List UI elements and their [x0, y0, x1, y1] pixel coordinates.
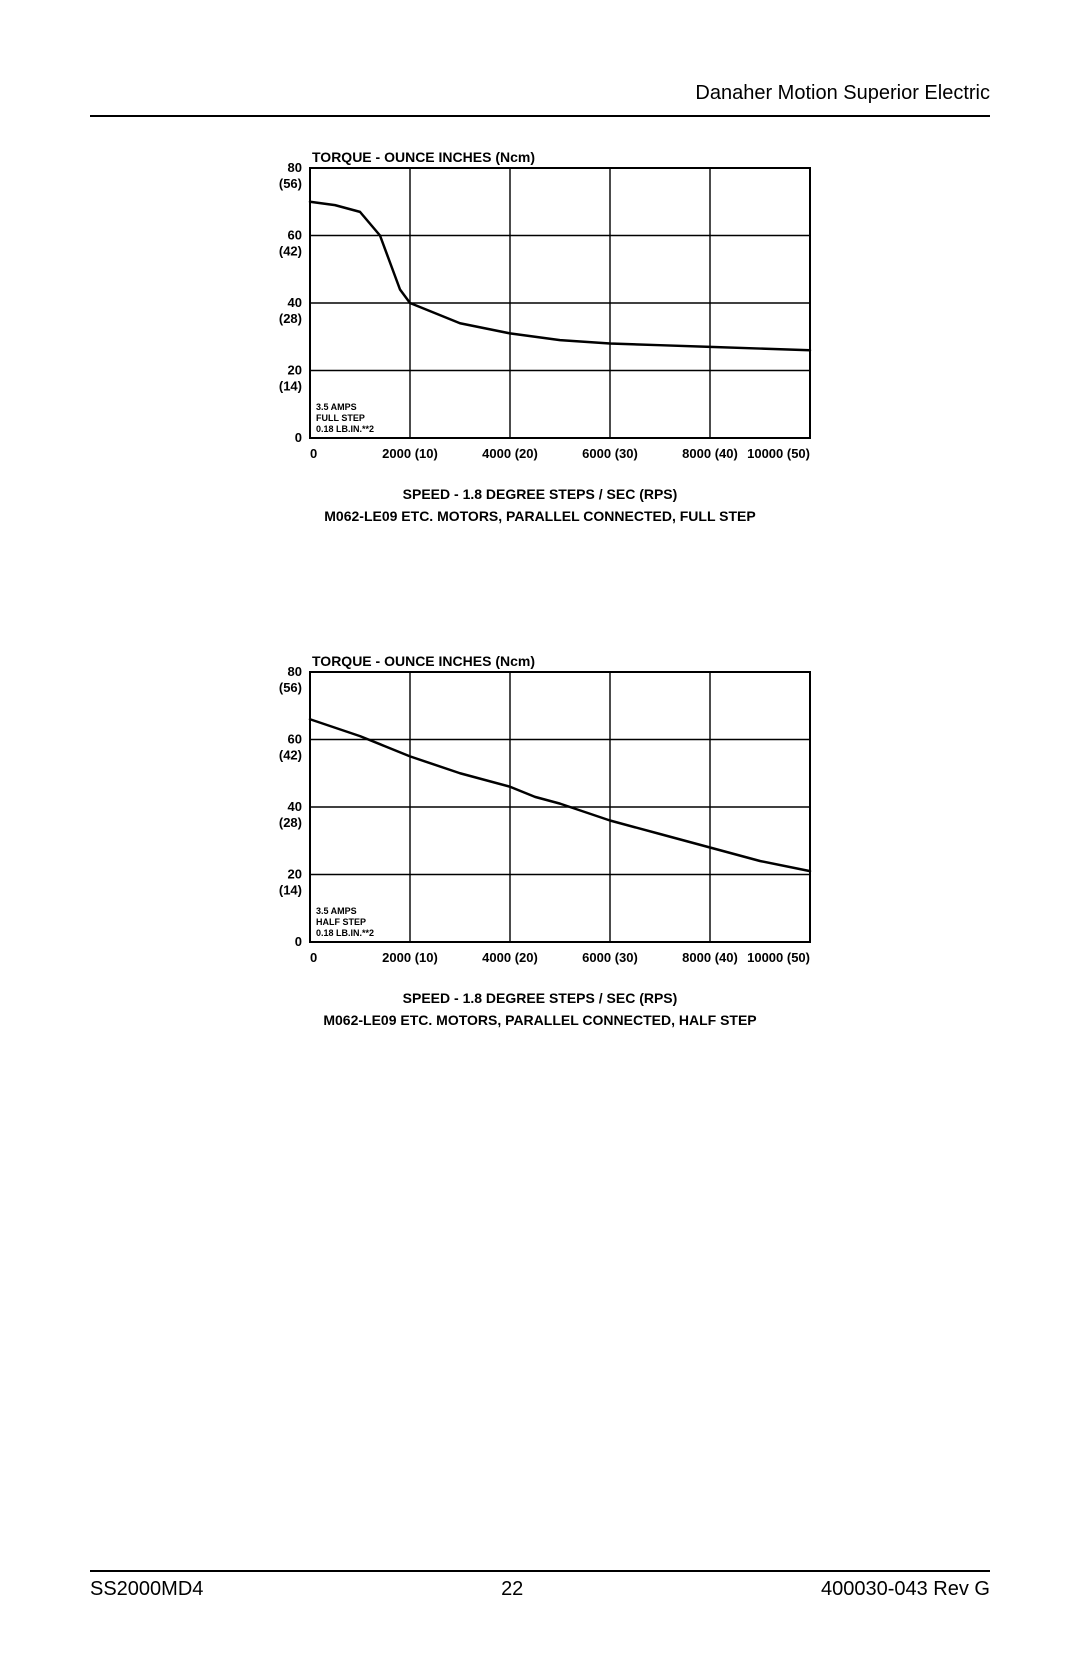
svg-text:HALF STEP: HALF STEP: [316, 917, 366, 927]
svg-text:4000 (20): 4000 (20): [482, 446, 538, 461]
footer-center: 22: [501, 1578, 523, 1601]
svg-text:2000 (10): 2000 (10): [382, 950, 438, 965]
chart2-caption: M062-LE09 ETC. MOTORS, PARALLEL CONNECTE…: [245, 1012, 835, 1028]
svg-text:0.18 LB.IN.**2: 0.18 LB.IN.**2: [316, 424, 374, 434]
svg-text:(56): (56): [279, 680, 302, 695]
footer-right: 400030-043 Rev G: [821, 1578, 990, 1601]
svg-text:(42): (42): [279, 244, 302, 259]
svg-text:(28): (28): [279, 311, 302, 326]
svg-text:FULL STEP: FULL STEP: [316, 413, 365, 423]
page: Danaher Motion Superior Electric 020(14)…: [0, 0, 1080, 1669]
svg-text:8000 (40): 8000 (40): [682, 446, 738, 461]
svg-text:40: 40: [288, 295, 302, 310]
svg-text:60: 60: [288, 732, 302, 747]
chart-half-step-plot: 0 20(14) 40(28) 60(42) 80(56) 0 2000 (10) 4000 …: [245, 654, 835, 984]
svg-text:3.5 AMPS: 3.5 AMPS: [316, 906, 357, 916]
svg-text:8000 (40): 8000 (40): [682, 950, 738, 965]
svg-text:(28): (28): [279, 815, 302, 830]
svg-text:40: 40: [288, 799, 302, 814]
svg-text:(14): (14): [279, 883, 302, 898]
svg-text:10000 (50): 10000 (50): [747, 446, 810, 461]
page-header: Danaher Motion Superior Electric: [90, 82, 990, 117]
svg-text:2000 (10): 2000 (10): [382, 446, 438, 461]
svg-text:10000 (50): 10000 (50): [747, 950, 810, 965]
svg-text:60: 60: [288, 228, 302, 243]
chart1-caption: M062-LE09 ETC. MOTORS, PARALLEL CONNECTE…: [245, 508, 835, 524]
svg-text:(42): (42): [279, 748, 302, 763]
chart-full-step: 0 20(14) 40(28) 60(42) 80(56) 0 2000 (10) 4000 …: [245, 150, 835, 524]
svg-text:TORQUE - OUNCE INCHES (Ncm): TORQUE - OUNCE INCHES (Ncm): [312, 150, 535, 165]
svg-text:20: 20: [288, 867, 302, 882]
company-name: Danaher Motion Superior Electric: [695, 82, 990, 104]
page-footer: SS2000MD4 22 400030-043 Rev G: [90, 1570, 990, 1601]
svg-text:80: 80: [288, 664, 302, 679]
svg-text:4000 (20): 4000 (20): [482, 950, 538, 965]
charts-area: 020(14)40(28)60(42)80(56)02000 (10)4000 …: [0, 150, 1080, 1028]
chart2-x-title: SPEED - 1.8 DEGREE STEPS / SEC (RPS): [245, 990, 835, 1006]
svg-text:0.18 LB.IN.**2: 0.18 LB.IN.**2: [316, 928, 374, 938]
chart-full-step-plot: 0 20(14) 40(28) 60(42) 80(56) 0 2000 (10) 4000 …: [245, 150, 835, 480]
svg-text:3.5 AMPS: 3.5 AMPS: [316, 402, 357, 412]
svg-text:0: 0: [295, 934, 302, 949]
svg-text:TORQUE - OUNCE INCHES (Ncm): TORQUE - OUNCE INCHES (Ncm): [312, 654, 535, 669]
svg-text:0: 0: [310, 446, 317, 461]
svg-text:0: 0: [295, 430, 302, 445]
chart-half-step: 0 20(14) 40(28) 60(42) 80(56) 0 2000 (10) 4000 …: [245, 654, 835, 1028]
svg-text:(14): (14): [279, 379, 302, 394]
svg-text:(56): (56): [279, 176, 302, 191]
svg-text:20: 20: [288, 363, 302, 378]
svg-text:80: 80: [288, 160, 302, 175]
chart1-x-title: SPEED - 1.8 DEGREE STEPS / SEC (RPS): [245, 486, 835, 502]
svg-text:6000 (30): 6000 (30): [582, 446, 638, 461]
svg-text:0: 0: [310, 950, 317, 965]
footer-left: SS2000MD4: [90, 1578, 203, 1601]
svg-text:6000 (30): 6000 (30): [582, 950, 638, 965]
